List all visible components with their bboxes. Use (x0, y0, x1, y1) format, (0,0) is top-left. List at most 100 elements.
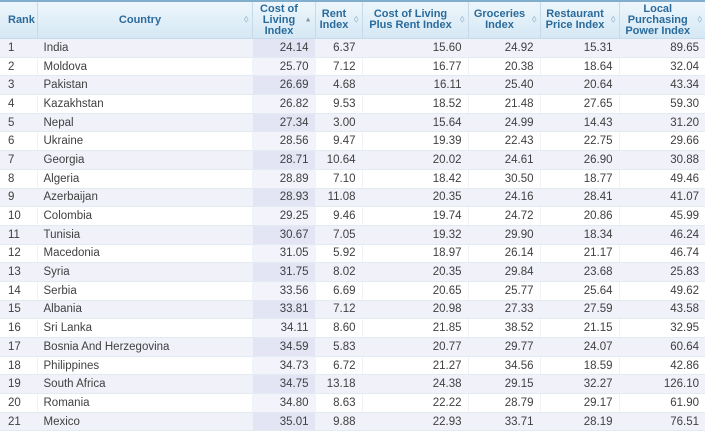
column-header-restaurant[interactable]: Restaurant Price Index ◊ (539, 1, 619, 39)
country-cell: Algeria (36, 169, 252, 189)
rent_index-cell: 9.46 (314, 206, 362, 226)
country-cell: Pakistan (36, 75, 252, 96)
col_index-cell: 26.69 (251, 75, 315, 96)
purchasing-cell: 89.65 (618, 38, 705, 58)
rank-cell: 7 (0, 150, 37, 170)
rank-cell: 11 (0, 225, 37, 245)
purchasing-cell: 31.20 (618, 113, 705, 133)
restaurant-cell: 28.41 (539, 188, 619, 208)
rank-cell: 20 (0, 393, 37, 413)
restaurant-cell: 26.90 (539, 150, 619, 170)
rent_index-cell: 9.47 (314, 131, 362, 152)
table-row: 19 South Africa 34.75 13.18 24.38 29.15 32.27 1… (0, 374, 705, 395)
rent_index-cell: 13.18 (314, 374, 362, 395)
country-cell: Philippines (36, 356, 252, 376)
restaurant-cell: 21.17 (539, 244, 619, 264)
rent_index-cell: 7.05 (314, 225, 362, 245)
country-cell: Sri Lanka (36, 318, 252, 338)
col_plus_rent-cell: 20.77 (361, 337, 468, 357)
rent_index-cell: 8.60 (314, 318, 362, 338)
table-row: 13 Syria 31.75 8.02 20.35 29.84 23.68 25.83 (0, 262, 705, 282)
rank-cell: 8 (0, 169, 37, 189)
rent_index-cell: 7.10 (314, 169, 362, 189)
rank-cell: 6 (0, 131, 37, 152)
col_index-cell: 34.75 (251, 374, 315, 395)
col_plus_rent-cell: 16.11 (361, 75, 468, 96)
table-header: Rank Country ◊ Cost of Living Index ▲ Rent In… (0, 1, 705, 39)
col_plus_rent-cell: 22.22 (361, 393, 468, 413)
sort-both-icon: ◊ (460, 14, 465, 25)
table-row: 11 Tunisia 30.67 7.05 19.32 29.90 18.34 46.24 (0, 225, 705, 245)
groceries-cell: 21.48 (467, 94, 540, 114)
rank-cell: 15 (0, 300, 37, 320)
restaurant-cell: 24.07 (539, 337, 619, 357)
country-cell: Nepal (36, 113, 252, 133)
groceries-cell: 38.52 (467, 318, 540, 338)
restaurant-cell: 25.64 (539, 281, 619, 301)
col_index-cell: 30.67 (251, 225, 315, 245)
purchasing-cell: 41.07 (618, 188, 705, 208)
rank-cell: 16 (0, 318, 37, 338)
col_plus_rent-cell: 20.35 (361, 262, 468, 282)
table-row: 14 Serbia 33.56 6.69 20.65 25.77 25.64 49.62 (0, 281, 705, 301)
country-cell: Bosnia And Herzegovina (36, 337, 252, 357)
table-row: 9 Azerbaijan 28.93 11.08 20.35 24.16 28.41 41.0… (0, 188, 705, 208)
col_plus_rent-cell: 24.38 (361, 374, 468, 395)
groceries-cell: 34.56 (467, 356, 540, 376)
purchasing-cell: 46.24 (618, 225, 705, 245)
rent_index-cell: 5.83 (314, 337, 362, 357)
rent_index-cell: 6.72 (314, 356, 362, 376)
restaurant-cell: 28.19 (539, 412, 619, 432)
column-header-label: Cost of Living Index (260, 2, 298, 37)
groceries-cell: 24.92 (467, 38, 540, 58)
restaurant-cell: 18.34 (539, 225, 619, 245)
column-header-col_plus_rent[interactable]: Cost of Living Plus Rent Index ◊ (361, 1, 468, 39)
column-header-label: Local Purchasing Power Index (625, 2, 691, 37)
column-header-groceries[interactable]: Groceries Index ◊ (467, 1, 540, 39)
country-cell: Syria (36, 262, 252, 282)
rank-cell: 21 (0, 412, 37, 432)
table-row: 5 Nepal 27.34 3.00 15.64 24.99 14.43 31.20 (0, 113, 705, 133)
groceries-cell: 29.77 (467, 337, 540, 357)
table-row: 15 Albania 33.81 7.12 20.98 27.33 27.59 43.58 (0, 300, 705, 320)
rent_index-cell: 6.37 (314, 38, 362, 58)
rent_index-cell: 8.63 (314, 393, 362, 413)
groceries-cell: 27.33 (467, 300, 540, 320)
col_index-cell: 28.56 (251, 131, 315, 152)
groceries-cell: 20.38 (467, 57, 540, 77)
table-row: 3 Pakistan 26.69 4.68 16.11 25.40 20.64 43.34 (0, 75, 705, 96)
rank-cell: 19 (0, 374, 37, 395)
column-header-country[interactable]: Country ◊ (36, 1, 252, 39)
groceries-cell: 24.72 (467, 206, 540, 226)
purchasing-cell: 29.66 (618, 131, 705, 152)
purchasing-cell: 25.83 (618, 262, 705, 282)
restaurant-cell: 18.59 (539, 356, 619, 376)
column-header-purchasing[interactable]: Local Purchasing Power Index ◊ (618, 1, 705, 39)
column-header-label: Rank (8, 13, 35, 26)
purchasing-cell: 61.90 (618, 393, 705, 413)
column-header-rank: Rank (0, 1, 37, 39)
groceries-cell: 25.77 (467, 281, 540, 301)
col_plus_rent-cell: 15.60 (361, 38, 468, 58)
rank-cell: 12 (0, 244, 37, 264)
country-cell: Romania (36, 393, 252, 413)
table-row: 2 Moldova 25.70 7.12 16.77 20.38 18.64 32.04 (0, 57, 705, 77)
col_plus_rent-cell: 18.42 (361, 169, 468, 189)
restaurant-cell: 29.17 (539, 393, 619, 413)
country-cell: South Africa (36, 374, 252, 395)
country-cell: Albania (36, 300, 252, 320)
table-row: 1 India 24.14 6.37 15.60 24.92 15.31 89.65 (0, 38, 705, 58)
column-header-rent_index[interactable]: Rent Index ◊ (314, 1, 362, 39)
column-header-col_index[interactable]: Cost of Living Index ▲ (251, 1, 315, 39)
col_index-cell: 33.81 (251, 300, 315, 320)
col_index-cell: 31.75 (251, 262, 315, 282)
col_plus_rent-cell: 19.39 (361, 131, 468, 152)
table-row: 21 Mexico 35.01 9.88 22.93 33.71 28.19 76.51 (0, 412, 705, 432)
purchasing-cell: 46.74 (618, 244, 705, 264)
country-cell: Moldova (36, 57, 252, 77)
restaurant-cell: 23.68 (539, 262, 619, 282)
purchasing-cell: 49.62 (618, 281, 705, 301)
rank-cell: 18 (0, 356, 37, 376)
col_index-cell: 34.80 (251, 393, 315, 413)
